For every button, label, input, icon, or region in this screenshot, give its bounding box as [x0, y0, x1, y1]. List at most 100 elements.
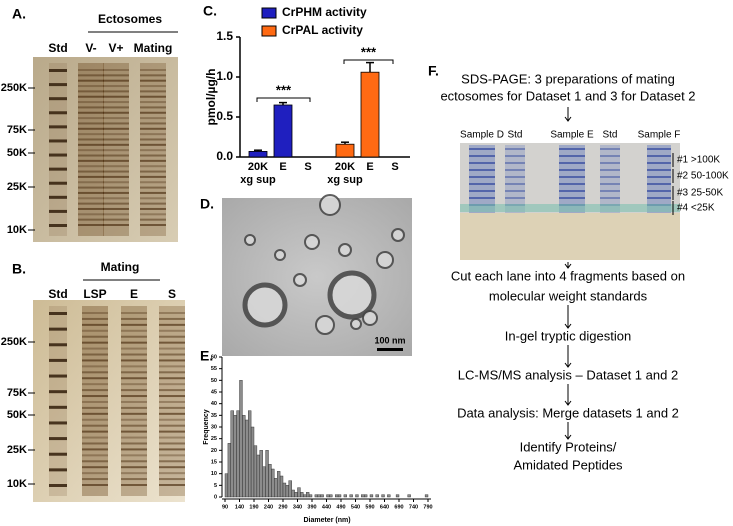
histogram-bar — [259, 450, 263, 498]
histogram-bar — [233, 415, 237, 498]
gel-band — [78, 122, 104, 125]
gel-band — [159, 377, 185, 380]
significance-label: *** — [276, 82, 292, 97]
arrow-head — [564, 323, 572, 329]
gel-band — [49, 97, 67, 101]
gel-band — [121, 406, 147, 409]
y-tick-label: 0 — [214, 494, 217, 500]
marker-label: 75K — [7, 124, 27, 136]
lane-label: Std — [602, 130, 617, 141]
histogram-bar — [274, 478, 278, 498]
gel-band — [103, 90, 129, 93]
lane-label: V+ — [108, 41, 123, 55]
gel-band — [140, 154, 166, 157]
gel-band — [121, 317, 147, 320]
x-tick-label: S — [304, 161, 312, 173]
histogram-bar — [337, 494, 342, 498]
x-tick-label: 790 — [423, 504, 432, 510]
y-axis-label: pmol/µg/h — [204, 69, 218, 126]
fraction-label: #2 50-100K — [677, 171, 729, 182]
gel-band — [78, 224, 104, 226]
gel-band — [121, 436, 147, 439]
gel-band — [78, 181, 104, 184]
y-tick-label: 45 — [211, 389, 217, 395]
gel-band — [49, 224, 67, 227]
gel-band — [469, 162, 495, 164]
gel-band — [600, 155, 620, 157]
y-tick-label: 0.5 — [216, 109, 233, 123]
bar — [360, 71, 380, 158]
gel-band — [103, 202, 129, 205]
lane-label: Std — [48, 287, 67, 301]
gel-band — [78, 197, 104, 200]
histogram-bar — [314, 494, 318, 498]
y-tick-label: 15 — [211, 459, 217, 465]
gel-image — [33, 300, 185, 502]
marker-label: 250K — [1, 336, 27, 348]
gel-band — [600, 169, 620, 171]
histogram-bar — [242, 415, 246, 498]
histogram-bar — [320, 494, 324, 498]
gel-band — [140, 90, 166, 93]
gel-band — [82, 478, 108, 481]
histogram-bar — [245, 419, 249, 498]
gel-band — [159, 460, 185, 463]
scale-bar — [377, 348, 403, 351]
vesicle — [315, 315, 335, 335]
vesicle — [293, 273, 307, 287]
gel-band — [647, 197, 671, 199]
gel-band — [103, 138, 129, 141]
histogram-bar — [279, 475, 284, 498]
gel-band — [103, 165, 129, 168]
histogram-bar — [355, 494, 359, 498]
marker-label: 10K — [7, 224, 27, 236]
histogram-bar — [424, 494, 429, 498]
significance-bracket — [343, 59, 394, 64]
histogram-bar — [387, 494, 391, 498]
y-tick-label: 50 — [211, 378, 217, 384]
gel-band — [82, 484, 108, 486]
gel-band — [103, 69, 129, 71]
lane-label: S — [168, 287, 176, 301]
gel-band — [49, 195, 67, 199]
gel-band — [600, 190, 620, 192]
gel-band — [78, 127, 104, 130]
gel-band — [159, 359, 185, 362]
histogram-bar — [349, 494, 353, 498]
gel-band — [82, 312, 108, 314]
gel-band — [78, 101, 104, 104]
fraction-label: #3 25-50K — [677, 188, 723, 199]
histogram-bar — [407, 494, 411, 498]
gel-band — [103, 159, 129, 162]
significance-label: *** — [361, 44, 377, 59]
y-tick-label: 5 — [214, 483, 217, 489]
gel-band — [82, 359, 108, 362]
gel-band — [140, 138, 166, 141]
gel-band — [140, 165, 166, 168]
histogram-bar — [247, 410, 252, 498]
gel-dye-front — [460, 204, 680, 212]
gel-band — [103, 79, 129, 82]
gel-band — [121, 478, 147, 481]
x-tick-label: 390 — [307, 504, 316, 510]
gel-band — [103, 122, 129, 125]
histogram-bar — [265, 450, 269, 498]
y-tick-label: 35 — [211, 413, 217, 419]
gel-band — [49, 390, 67, 394]
gel-band — [140, 191, 166, 194]
histogram-bar — [285, 485, 289, 498]
gel-band — [140, 149, 166, 152]
vesicle — [350, 318, 362, 330]
y-tick-label: 30 — [211, 424, 217, 430]
gel-band — [505, 183, 525, 185]
gel-band — [49, 468, 67, 472]
panel-label: C. — [203, 3, 217, 19]
x-tick-label: 640 — [380, 504, 389, 510]
gel-band — [140, 159, 166, 162]
gel-band — [121, 323, 147, 326]
gel-band — [647, 176, 671, 178]
x-tick-label: 90 — [222, 504, 228, 510]
histogram-bar — [291, 489, 295, 498]
y-tick-label: 25 — [211, 436, 217, 442]
x-tick-label: 240 — [264, 504, 273, 510]
